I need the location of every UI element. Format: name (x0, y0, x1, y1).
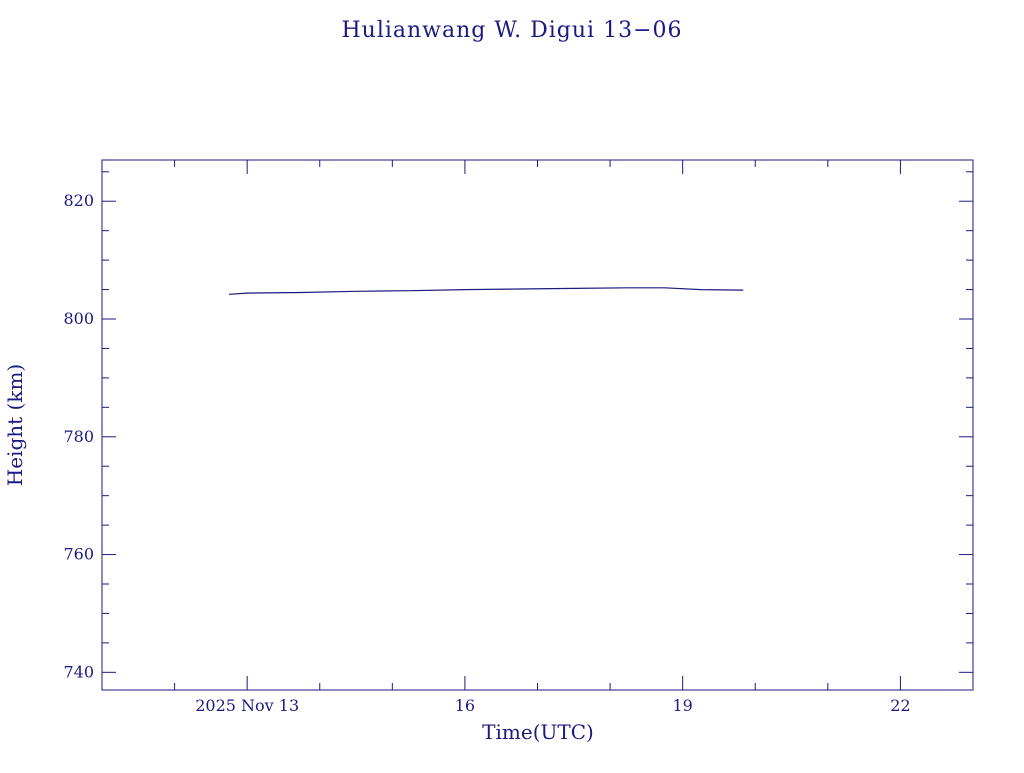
height-series-line (228, 287, 744, 295)
y-tick-label: 800 (63, 309, 94, 328)
x-axis-label: Time(UTC) (482, 720, 594, 744)
y-axis-label: Height (km) (3, 364, 27, 486)
y-tick-label: 760 (63, 545, 94, 564)
y-axis: 740 760 780 800 820 (63, 171, 973, 681)
y-tick-label: 740 (63, 662, 94, 681)
x-tick-label: 2025 Nov 13 (195, 696, 299, 715)
y-tick-label: 780 (63, 427, 94, 446)
y-tick-label: 820 (63, 191, 94, 210)
x-axis: 2025 Nov 13 16 19 22 (174, 160, 911, 715)
plot-frame (101, 159, 974, 691)
chart-title: Hulianwang W. Digui 13−06 (341, 18, 682, 43)
series-layer (228, 287, 744, 295)
x-tick-label: 22 (890, 696, 910, 715)
x-tick-label: 19 (672, 696, 692, 715)
x-tick-label: 16 (455, 696, 475, 715)
